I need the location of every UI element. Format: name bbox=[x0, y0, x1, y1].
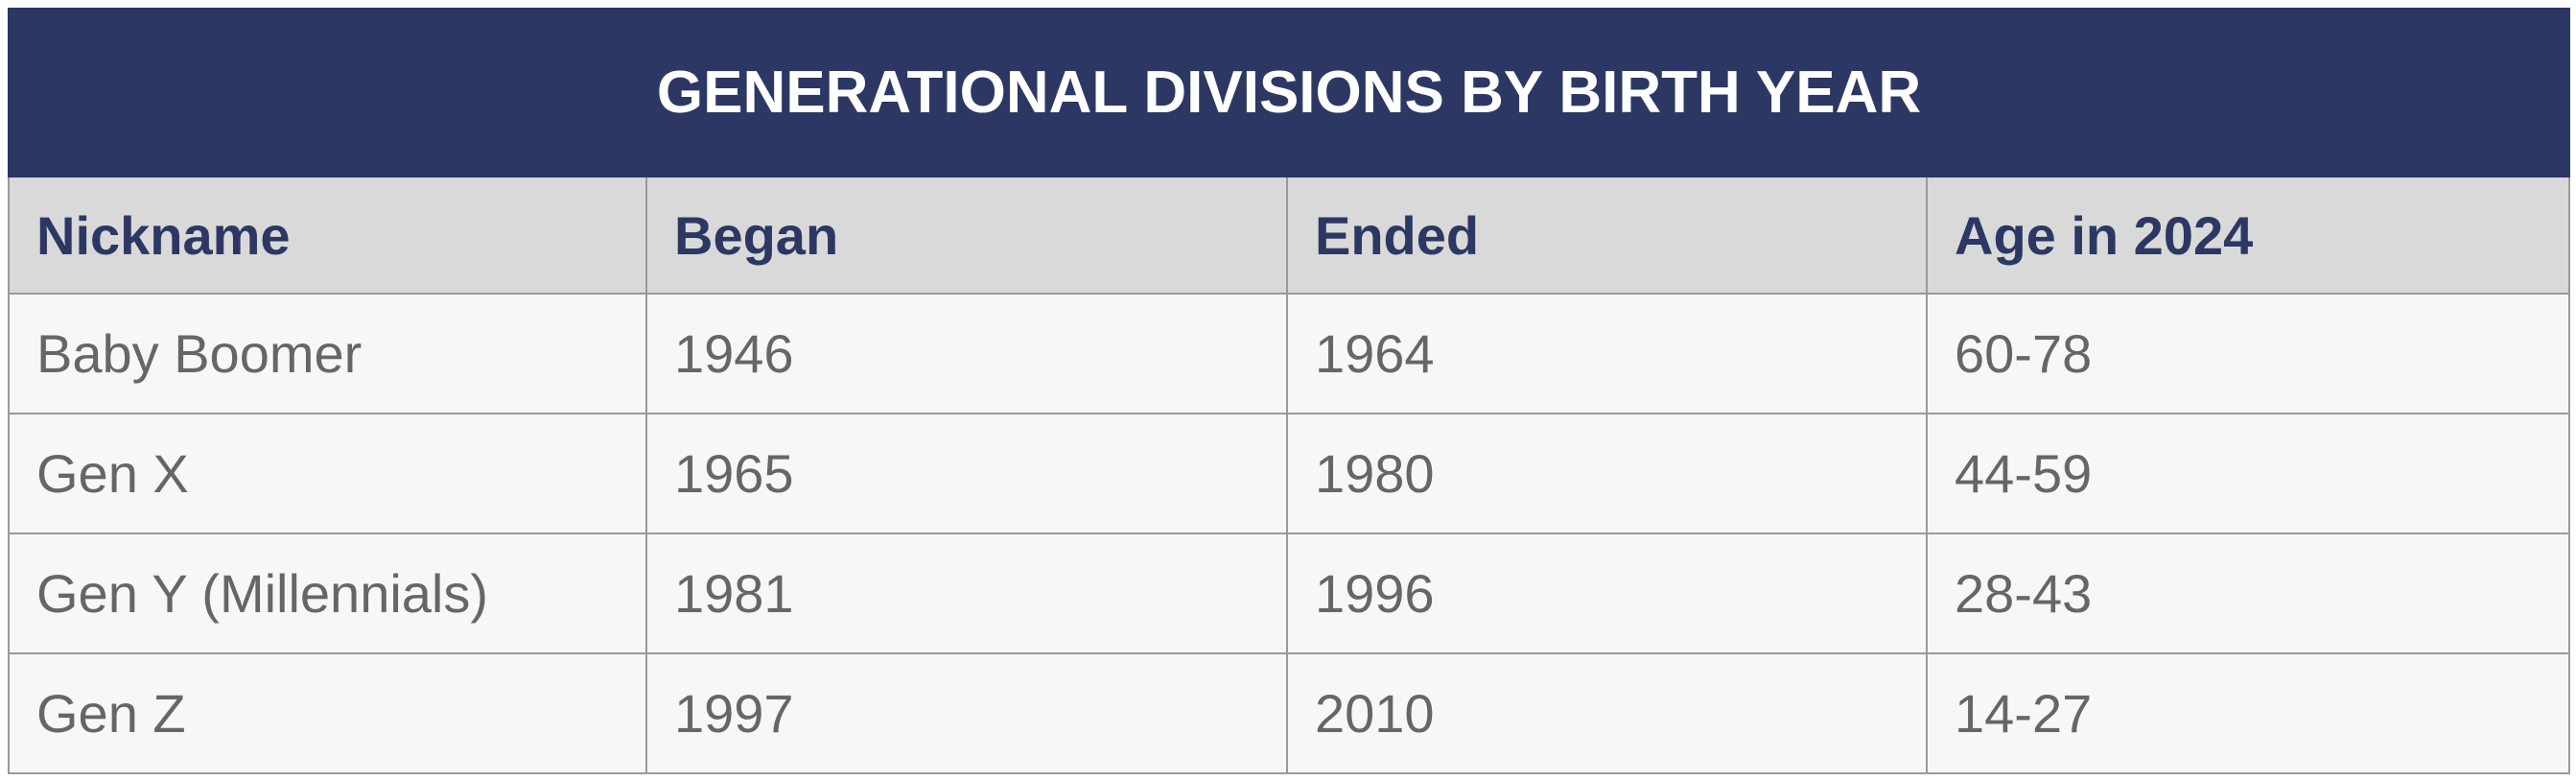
table-cell: Gen Y (Millennials) bbox=[8, 532, 647, 654]
table-body: Baby Boomer 1946 1964 60-78 Gen X 1965 1980 44-… bbox=[8, 293, 2571, 774]
table-row: Gen Z 1997 2010 14-27 bbox=[8, 652, 2571, 774]
table-cell: 1980 bbox=[1286, 413, 1928, 534]
table-cell: Baby Boomer bbox=[8, 293, 647, 414]
table-cell: 60-78 bbox=[1925, 293, 2571, 414]
table-cell: 1981 bbox=[645, 532, 1288, 654]
table-row: Baby Boomer 1946 1964 60-78 bbox=[8, 293, 2571, 414]
column-header: Age in 2024 bbox=[1925, 176, 2571, 295]
table-cell: 14-27 bbox=[1925, 652, 2571, 774]
table-cell: Gen X bbox=[8, 413, 647, 534]
table-row: Gen Y (Millennials) 1981 1996 28-43 bbox=[8, 532, 2571, 654]
table-cell: 1946 bbox=[645, 293, 1288, 414]
table-cell: 1996 bbox=[1286, 532, 1928, 654]
column-header: Ended bbox=[1286, 176, 1928, 295]
table-cell: 1997 bbox=[645, 652, 1288, 774]
title-row: GENERATIONAL DIVISIONS BY BIRTH YEAR bbox=[7, 8, 2571, 178]
column-header: Nickname bbox=[8, 176, 647, 295]
table-container: GENERATIONAL DIVISIONS BY BIRTH YEAR Nic… bbox=[7, 8, 2571, 774]
table-cell: 44-59 bbox=[1925, 413, 2571, 534]
table-cell: Gen Z bbox=[8, 652, 647, 774]
table-cell: 1965 bbox=[645, 413, 1288, 534]
table-title: GENERATIONAL DIVISIONS BY BIRTH YEAR bbox=[7, 8, 2571, 178]
table-cell: 28-43 bbox=[1925, 532, 2571, 654]
column-header: Began bbox=[645, 176, 1288, 295]
table-row: Gen X 1965 1980 44-59 bbox=[8, 413, 2571, 534]
generations-table: GENERATIONAL DIVISIONS BY BIRTH YEAR Nic… bbox=[7, 8, 2571, 774]
table-cell: 1964 bbox=[1286, 293, 1928, 414]
table-cell: 2010 bbox=[1286, 652, 1928, 774]
header-row: Nickname Began Ended Age in 2024 bbox=[8, 176, 2571, 295]
